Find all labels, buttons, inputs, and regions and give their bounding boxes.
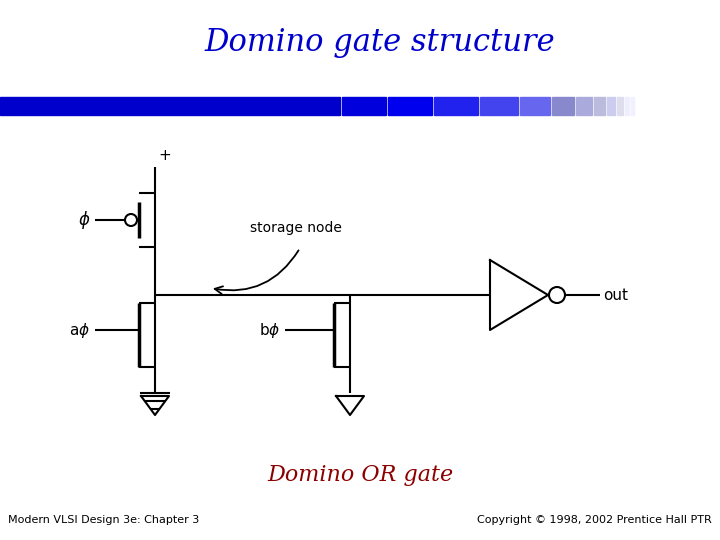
Bar xyxy=(631,97,634,115)
Text: +: + xyxy=(158,148,171,163)
Bar xyxy=(625,97,629,115)
Bar xyxy=(576,97,592,115)
Bar xyxy=(388,97,432,115)
Text: storage node: storage node xyxy=(250,221,342,235)
Bar xyxy=(617,97,623,115)
Text: b$\phi$: b$\phi$ xyxy=(258,321,280,340)
Bar xyxy=(480,97,518,115)
Bar xyxy=(594,97,605,115)
Text: $\phi$: $\phi$ xyxy=(78,209,90,231)
FancyArrowPatch shape xyxy=(215,251,299,294)
Bar xyxy=(552,97,574,115)
Text: Copyright © 1998, 2002 Prentice Hall PTR: Copyright © 1998, 2002 Prentice Hall PTR xyxy=(477,515,712,525)
Bar xyxy=(342,97,386,115)
Text: Domino OR gate: Domino OR gate xyxy=(267,464,453,486)
Text: out: out xyxy=(603,287,628,302)
Bar xyxy=(520,97,550,115)
Bar xyxy=(434,97,478,115)
Bar xyxy=(607,97,615,115)
Text: a$\phi$: a$\phi$ xyxy=(69,321,90,340)
Bar xyxy=(0,97,340,115)
Text: Modern VLSI Design 3e: Chapter 3: Modern VLSI Design 3e: Chapter 3 xyxy=(8,515,199,525)
Text: Domino gate structure: Domino gate structure xyxy=(204,26,555,57)
